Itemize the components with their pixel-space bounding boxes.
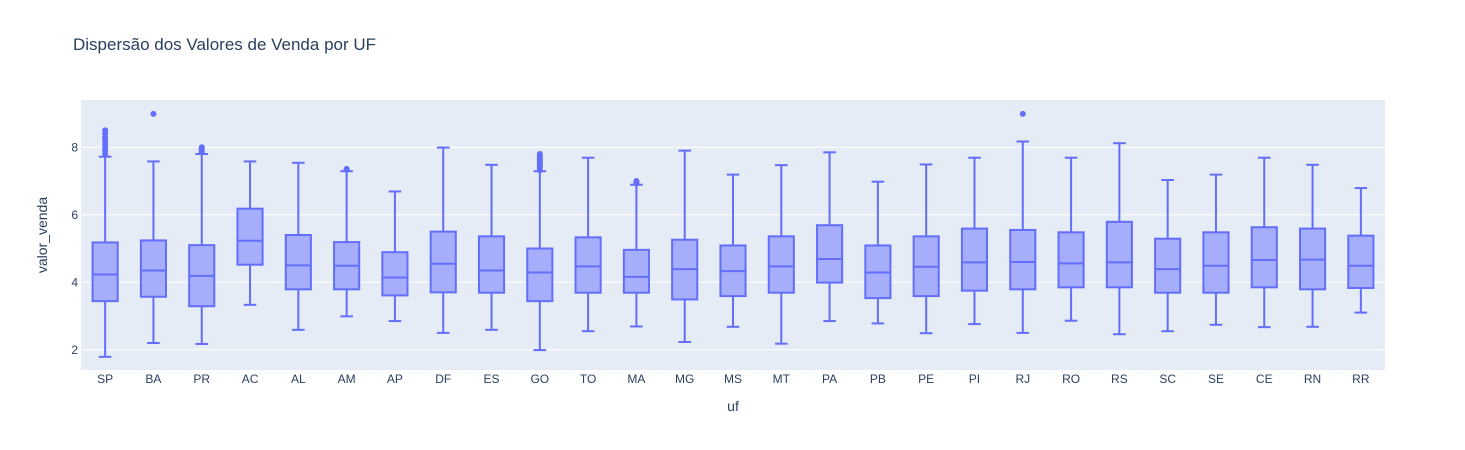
box-pe — [912, 163, 940, 335]
box-pb — [864, 180, 892, 325]
iqr-box — [284, 234, 312, 291]
box-rr — [1347, 187, 1375, 314]
x-tick-label: SC — [1159, 372, 1176, 386]
box-sp — [91, 127, 119, 358]
iqr-box — [1154, 237, 1182, 294]
x-tick-label: RN — [1304, 372, 1321, 386]
x-tick-label: DF — [435, 372, 451, 386]
box-am — [333, 165, 361, 318]
x-tick-label: PE — [918, 372, 934, 386]
iqr-box — [1202, 231, 1230, 294]
y-tick-label: 6 — [71, 208, 78, 222]
box-pr — [188, 144, 216, 346]
x-tick-label: TO — [580, 372, 596, 386]
box-sc — [1154, 178, 1182, 333]
box-ap — [381, 190, 409, 323]
iqr-box — [960, 227, 989, 292]
boxes — [91, 110, 1375, 358]
x-tick-label: PR — [193, 372, 210, 386]
x-tick-label: AC — [242, 372, 259, 386]
box-se — [1202, 173, 1230, 326]
iqr-box — [1250, 226, 1278, 289]
x-tick-label: MA — [627, 372, 645, 386]
box-rn — [1298, 163, 1327, 328]
box-pi — [960, 156, 989, 326]
iqr-box — [477, 235, 506, 294]
iqr-box — [236, 207, 264, 266]
iqr-box — [139, 239, 168, 298]
outlier-point — [343, 165, 350, 172]
outlier-point — [150, 110, 157, 117]
x-tick-label: SE — [1208, 372, 1224, 386]
x-tick-label: ES — [484, 372, 500, 386]
x-tick-label: RS — [1111, 372, 1128, 386]
outlier-point — [102, 127, 109, 134]
x-tick-label: AP — [387, 372, 403, 386]
x-tick-labels: SP BA PR AC AL AM AP DF ES GO TO MA MG MS MT PA PB PE PI RJ… — [97, 372, 1370, 386]
iqr-box — [381, 251, 409, 297]
outlier-point — [633, 178, 640, 184]
box-ma — [622, 178, 650, 328]
outlier-point — [536, 151, 543, 157]
y-axis-title: valor_venda — [34, 197, 50, 273]
x-tick-label: AM — [338, 372, 356, 386]
box-ce — [1250, 156, 1278, 329]
iqr-box — [816, 224, 844, 284]
x-tick-label: MT — [773, 372, 791, 386]
x-tick-label: MS — [724, 372, 742, 386]
box-pa — [816, 151, 844, 323]
box-ac — [236, 160, 264, 306]
x-tick-label: BA — [145, 372, 161, 386]
box-rs — [1105, 142, 1133, 336]
outlier-point — [1019, 110, 1026, 117]
x-tick-label: MG — [675, 372, 694, 386]
iqr-box — [91, 241, 119, 303]
y-tick-label: 2 — [71, 343, 78, 357]
x-tick-label: RJ — [1015, 372, 1030, 386]
iqr-box — [622, 248, 650, 294]
box-ro — [1057, 156, 1085, 322]
x-tick-label: PA — [822, 372, 837, 386]
x-tick-label: GO — [530, 372, 549, 386]
x-axis-title: uf — [727, 398, 739, 414]
x-tick-label: SP — [97, 372, 113, 386]
chart-title: Dispersão dos Valores de Venda por UF — [73, 35, 376, 54]
iqr-box — [429, 230, 457, 294]
iqr-box — [1009, 228, 1037, 291]
x-tick-label: RR — [1352, 372, 1370, 386]
iqr-box — [1057, 231, 1085, 289]
x-tick-label: CE — [1256, 372, 1273, 386]
y-tick-label: 4 — [71, 275, 78, 289]
box-es — [477, 163, 506, 331]
x-tick-label: PB — [870, 372, 886, 386]
box-to — [574, 156, 602, 333]
outlier-point — [198, 144, 205, 151]
iqr-box — [526, 247, 554, 303]
iqr-box — [574, 236, 602, 294]
box-mg — [671, 149, 699, 343]
x-tick-label: RO — [1062, 372, 1080, 386]
box-al — [284, 161, 312, 331]
x-tick-label: PI — [969, 372, 980, 386]
box-mt — [767, 164, 795, 345]
box-ba — [139, 110, 168, 344]
y-tick-labels: 2 4 6 8 — [71, 140, 78, 357]
box-ms — [719, 173, 747, 328]
iqr-box — [767, 235, 795, 294]
box-df — [429, 146, 457, 334]
iqr-box — [1105, 220, 1133, 289]
box-go — [526, 151, 554, 352]
y-tick-label: 8 — [71, 140, 78, 154]
box-rj — [1009, 110, 1037, 334]
iqr-box — [1347, 234, 1375, 289]
x-tick-label: AL — [291, 372, 306, 386]
